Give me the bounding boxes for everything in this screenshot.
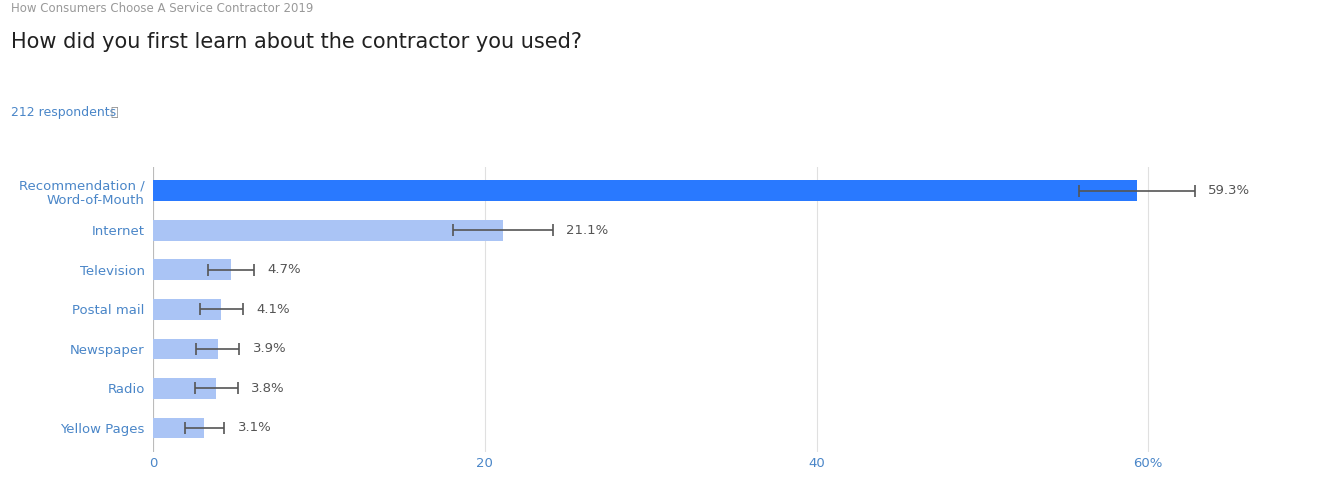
Bar [153,418,205,438]
Bar [153,299,221,320]
Bar [153,260,232,280]
Bar [153,180,1137,201]
Text: 59.3%: 59.3% [1209,184,1250,197]
Text: 21.1%: 21.1% [566,224,608,237]
Text: 4.1%: 4.1% [256,303,290,316]
Text: How did you first learn about the contractor you used?: How did you first learn about the contra… [11,32,582,52]
Text: 212 respondents: 212 respondents [11,106,116,118]
Text: 3.1%: 3.1% [238,421,272,435]
Text: How Consumers Choose A Service Contractor 2019: How Consumers Choose A Service Contracto… [11,2,313,15]
Bar [153,378,216,399]
Text: 3.9%: 3.9% [253,342,286,355]
Bar [153,339,218,359]
Text: ⓘ: ⓘ [110,106,118,118]
Text: 3.8%: 3.8% [252,382,285,395]
Bar [153,220,503,241]
Text: 4.7%: 4.7% [268,263,301,276]
